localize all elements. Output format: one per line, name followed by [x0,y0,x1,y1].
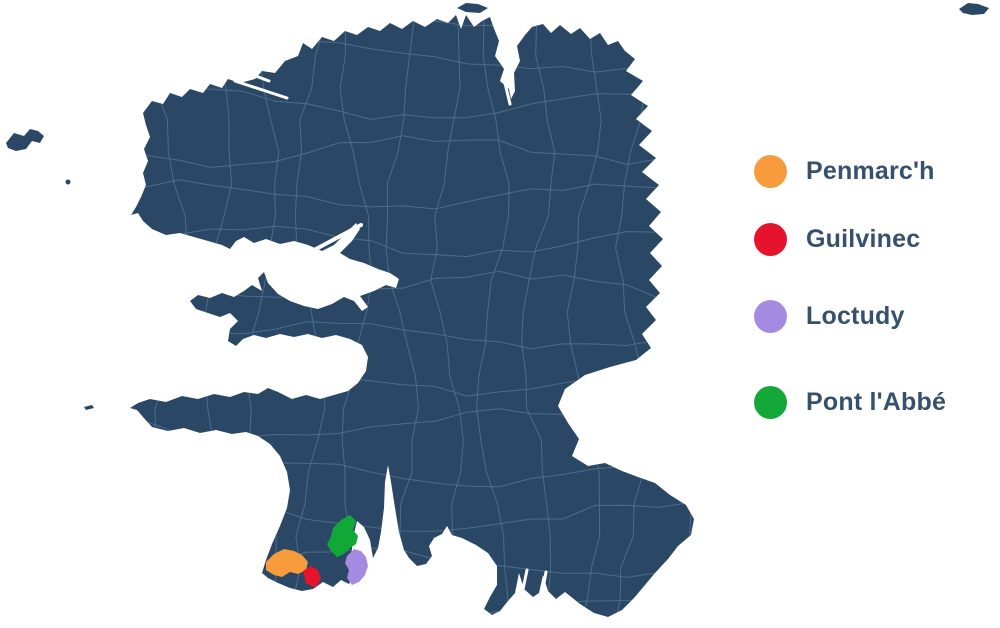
northeast-islet[interactable] [959,3,989,15]
aber-wrach-inlet [219,61,271,83]
boundary-line [130,179,692,210]
boundary-line [130,15,144,617]
commune-guilvinec[interactable] [303,566,321,588]
elorn-river [314,223,363,251]
boundary-line [475,15,510,617]
ouessant-island[interactable] [6,129,44,151]
mainland-region[interactable] [130,15,694,617]
pont-labbe-swatch-icon [754,386,787,419]
batz-island[interactable] [457,3,488,13]
penmarch-swatch-icon [754,155,787,188]
boundary-line [130,87,692,120]
commune-pont-labbe[interactable] [327,515,358,557]
belon-river [540,570,548,597]
molene-island[interactable] [65,179,71,185]
boundary-line [521,15,556,617]
legend-item-guilvinec[interactable]: Guilvinec [754,223,920,256]
guilvinec-swatch-icon [754,223,787,256]
legend-item-loctudy[interactable]: Loctudy [754,300,905,333]
legend-item-penmarch[interactable]: Penmarc'h [754,155,935,188]
commune-loctudy[interactable] [345,549,368,585]
boundary-line [130,224,692,258]
aven-river [520,568,529,596]
legend-label: Pont l'Abbé [806,388,947,416]
aber-benoit-inlet [233,79,289,100]
loctudy-swatch-icon [754,300,787,333]
legend-label: Penmarc'h [806,157,935,185]
boundary-line [385,15,420,617]
legend-item-pont-labbe[interactable]: Pont l'Abbé [754,386,946,419]
legend: Penmarc'h Guilvinec Loctudy Pont l'Abbé [750,0,1000,628]
boundary-line [566,15,602,617]
boundary-line [130,135,692,168]
highlighted-communes [266,515,368,588]
river-inlets [219,61,548,597]
legend-label: Loctudy [806,302,905,330]
boundary-line [130,15,692,28]
legend-label: Guilvinec [806,225,921,253]
boundary-line [292,15,326,617]
commune-penmarch[interactable] [266,549,308,577]
islands [6,3,989,410]
morlaix-river [503,81,512,106]
boundary-line [430,15,464,617]
sein-island[interactable] [84,405,94,410]
